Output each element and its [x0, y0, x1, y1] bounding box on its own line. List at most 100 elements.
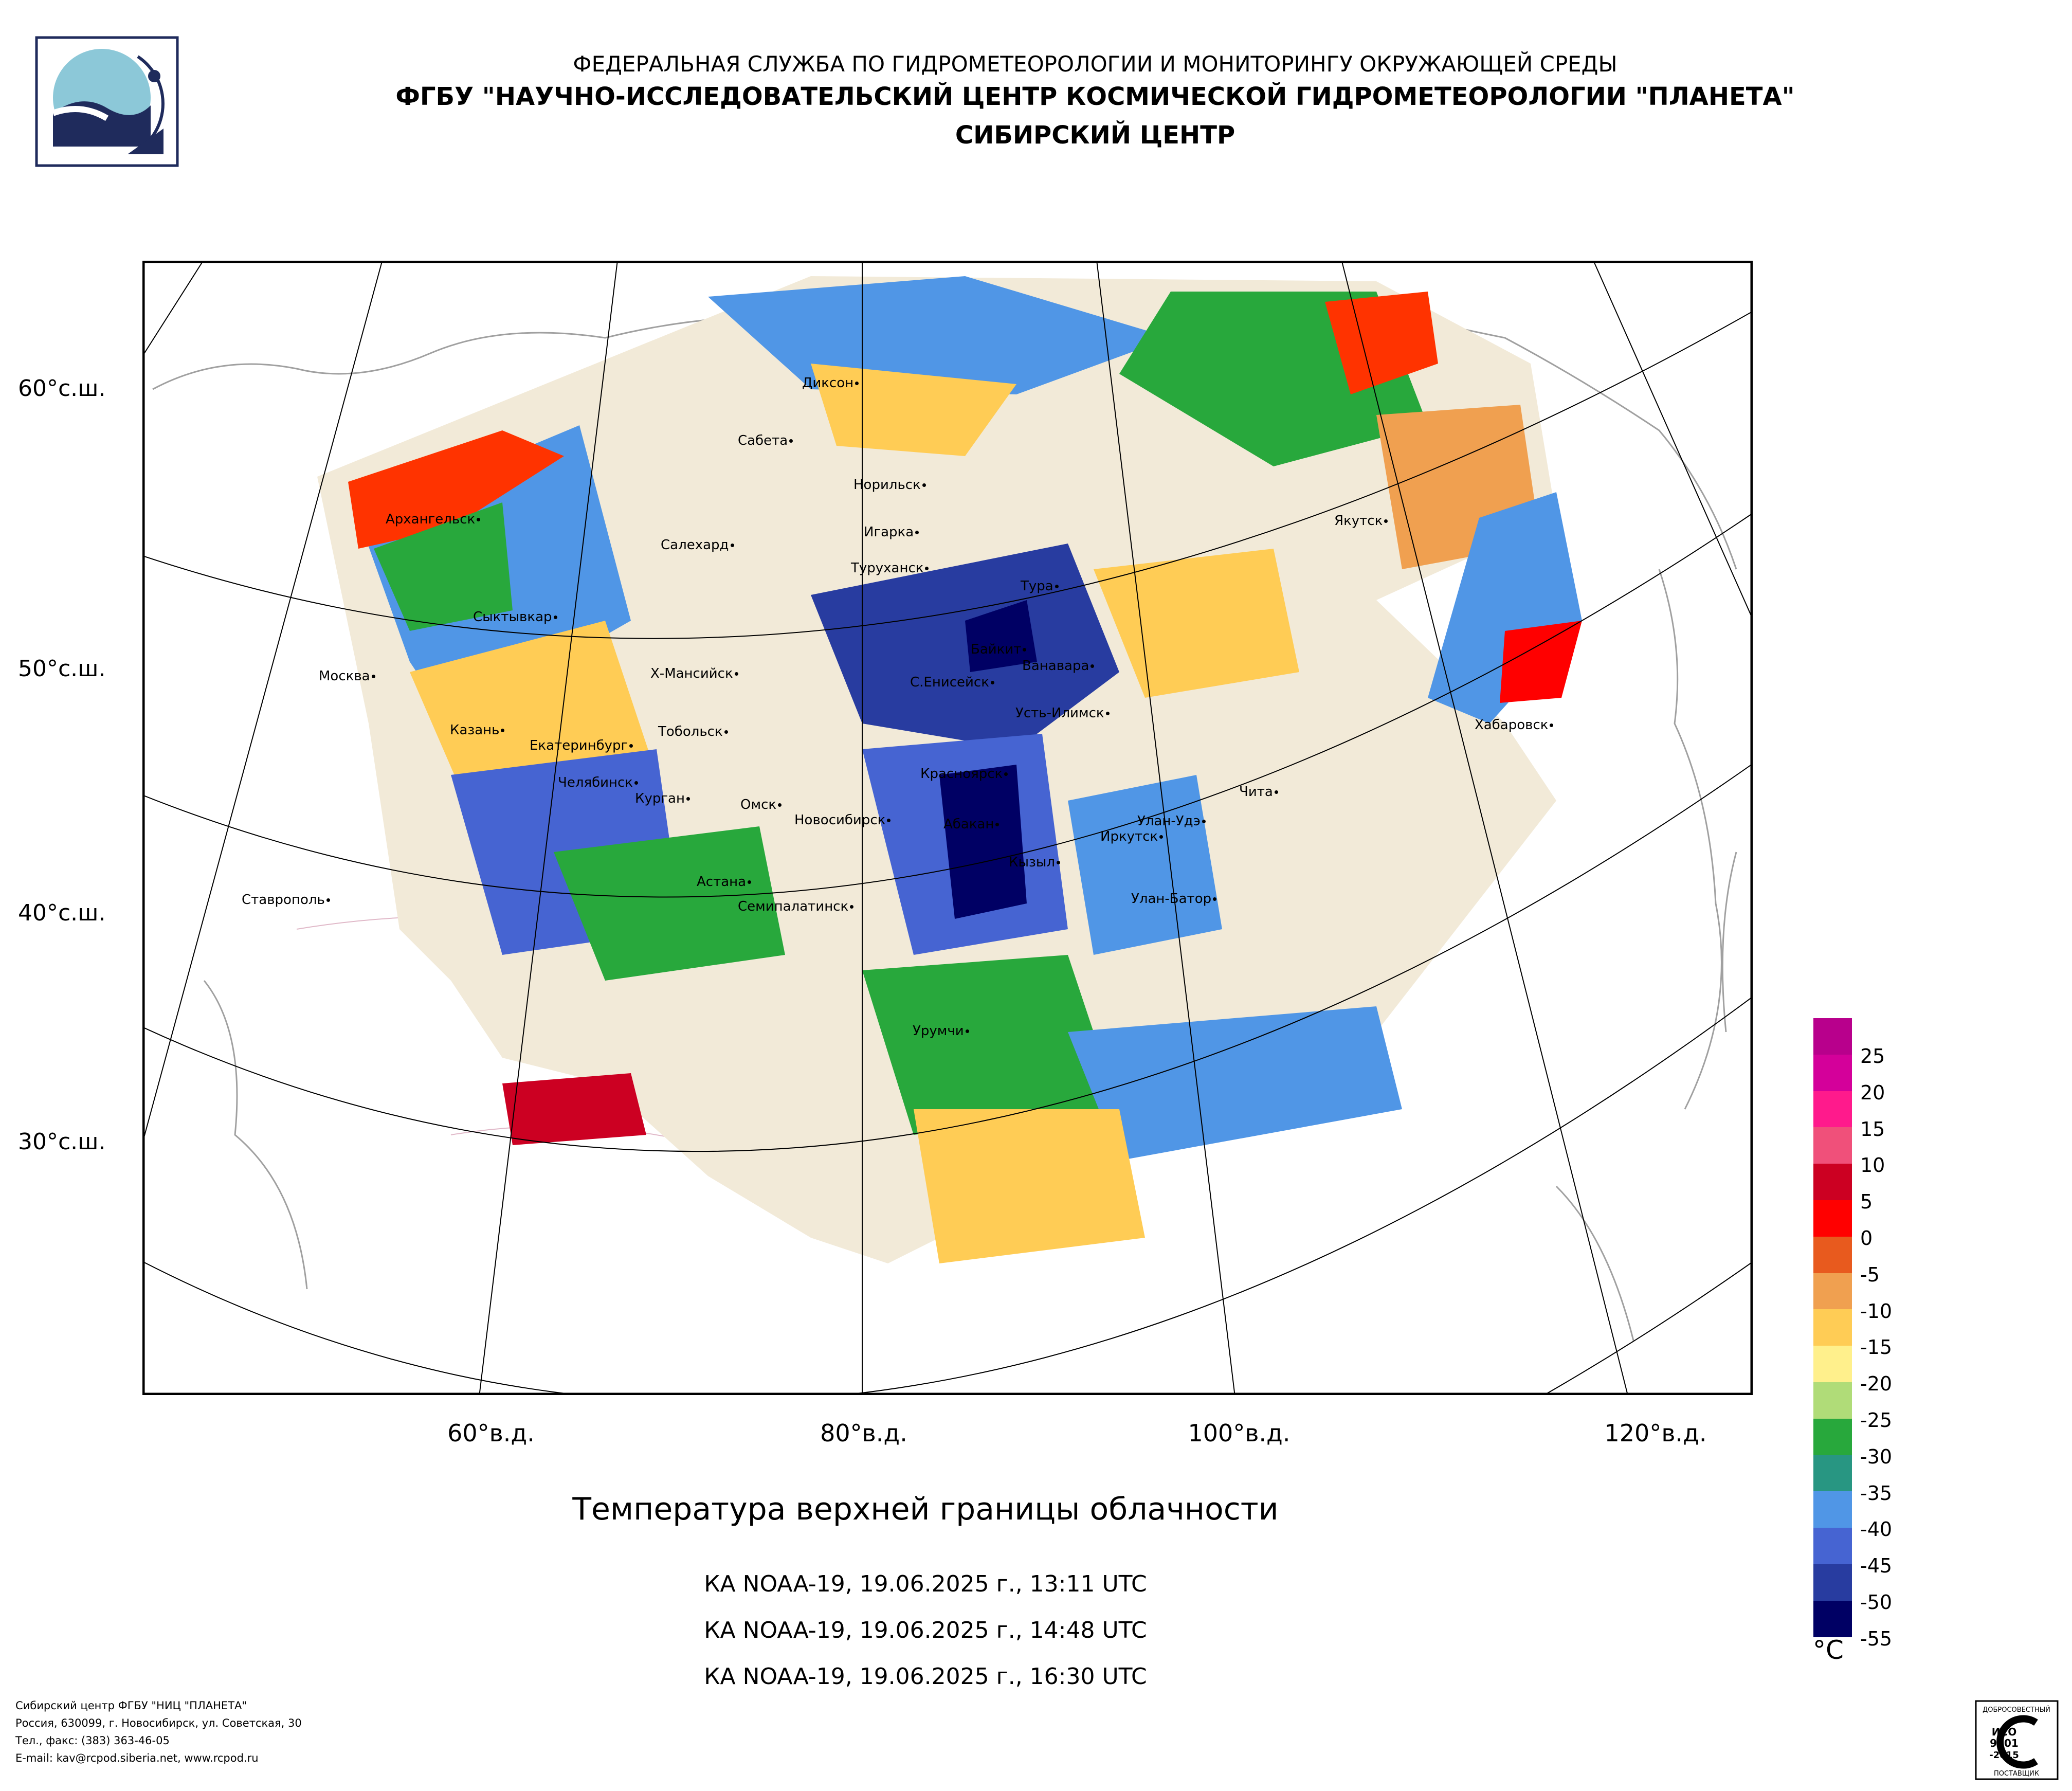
legend-swatch [1813, 1309, 1852, 1346]
legend-tick-label: -45 [1860, 1554, 1893, 1578]
pass-time: КА NOAA-19, 19.06.2025 г., 13:11 UTC [704, 1571, 1147, 1597]
city-label: Омск [740, 797, 782, 812]
legend-swatch [1813, 1491, 1852, 1528]
city-label: Улан-Батор [1131, 891, 1217, 907]
legend-tick-label: -20 [1860, 1372, 1893, 1396]
city-label: Курган [635, 791, 690, 806]
agency-name: ФЕДЕРАЛЬНАЯ СЛУЖБА ПО ГИДРОМЕТЕОРОЛОГИИ … [573, 51, 1617, 77]
legend-swatch [1813, 1600, 1852, 1637]
city-label: Новосибирск [794, 812, 891, 828]
legend-swatch [1813, 1236, 1852, 1273]
graticule [142, 261, 1753, 1395]
city-label: С.Енисейск [910, 675, 994, 690]
cloud-swaths [317, 276, 1582, 1263]
city-label: Казань [450, 722, 505, 738]
iso-label: ИСО [1992, 1726, 2016, 1738]
legend-swatch [1813, 1054, 1852, 1091]
city-label: Ванавара [1022, 658, 1095, 674]
city-label: Норильск [853, 477, 926, 493]
legend-tick-label: -35 [1860, 1481, 1893, 1505]
legend-swatch [1813, 1346, 1852, 1382]
legend-swatch [1813, 1273, 1852, 1310]
legend-swatch [1813, 1528, 1852, 1564]
city-label: Абакан [943, 817, 999, 832]
organization-name: ФГБУ "НАУЧНО-ИССЛЕДОВАТЕЛЬСКИЙ ЦЕНТР КОС… [395, 82, 1795, 111]
legend-tick-label: 10 [1860, 1154, 1885, 1177]
legend-tick-label: -50 [1860, 1591, 1893, 1614]
city-label: Тобольск [658, 724, 728, 739]
city-label: Салехард [661, 537, 734, 553]
iso-top: ДОБРОСОВЕСТНЫЙ [1983, 1706, 2050, 1714]
iso-year: -2015 [1989, 1750, 2019, 1761]
city-label: Екатеринбург [530, 738, 633, 753]
city-label: Семипалатинск [738, 899, 854, 914]
legend-tick-label: -55 [1860, 1627, 1893, 1650]
iso-badge: ДОБРОСОВЕСТНЫЙ ИСО 9001 -2015 ПОСТАВЩИК [1975, 1700, 2059, 1780]
legend-unit: °C [1813, 1635, 1844, 1665]
legend-swatch [1813, 1418, 1852, 1455]
legend-swatch [1813, 1091, 1852, 1128]
lon-label-60: 60°в.д. [447, 1419, 535, 1447]
city-label: Сабета [738, 433, 793, 448]
lat-label-50: 50°с.ш. [18, 656, 106, 682]
legend-swatch [1813, 1455, 1852, 1492]
lon-label-120: 120°в.д. [1604, 1419, 1707, 1447]
city-label: Диксон [802, 375, 859, 391]
center-name: СИБИРСКИЙ ЦЕНТР [955, 121, 1235, 150]
city-label: Х-Мансийск [650, 666, 738, 681]
city-label: Челябинск [558, 775, 639, 790]
city-label: Архангельск [386, 512, 481, 527]
city-label: Астана [697, 874, 752, 890]
footer-line: Тел., факс: (383) 363-46-05 [15, 1734, 170, 1747]
footer-contacts: Сибирский центр ФГБУ "НИЦ "ПЛАНЕТА" Росс… [15, 1697, 302, 1767]
footer-line: E-mail: kav@rcpod.siberia.net, www.rcpod… [15, 1752, 259, 1764]
legend-tick-label: 0 [1860, 1227, 1873, 1250]
legend-swatch [1813, 1564, 1852, 1601]
city-label: Байкит [971, 642, 1027, 657]
lat-label-30: 30°с.ш. [18, 1129, 106, 1155]
legend-swatch [1813, 1200, 1852, 1237]
city-label: Усть-Илимск [1015, 705, 1110, 721]
legend-tick-label: 5 [1860, 1190, 1873, 1214]
lat-label-60: 60°с.ш. [18, 375, 106, 402]
city-label: Улан-Удэ [1137, 813, 1206, 829]
iso-number: 9001 [1990, 1737, 2019, 1749]
footer-line: Сибирский центр ФГБУ "НИЦ "ПЛАНЕТА" [15, 1699, 247, 1712]
city-label: Тура [1021, 578, 1059, 594]
legend-tick-label: 15 [1860, 1117, 1885, 1141]
pass-time: КА NOAA-19, 19.06.2025 г., 16:30 UTC [704, 1663, 1147, 1690]
legend-tick-label: 20 [1860, 1081, 1885, 1104]
lat-label-40: 40°с.ш. [18, 900, 106, 926]
city-label: Ставрополь [242, 892, 330, 908]
legend-tick-label: -30 [1860, 1445, 1893, 1468]
map-title: Температура верхней границы облачности [572, 1491, 1279, 1527]
legend-tick-label: -10 [1860, 1299, 1893, 1323]
lon-label-100: 100°в.д. [1188, 1419, 1291, 1447]
legend-tick-label: -15 [1860, 1336, 1893, 1359]
temperature-legend [1813, 1018, 1852, 1637]
lon-label-80: 80°в.д. [820, 1419, 907, 1447]
legend-tick-label: -5 [1860, 1263, 1880, 1286]
city-label: Красноярск [920, 766, 1008, 782]
legend-swatch [1813, 1164, 1852, 1200]
pass-time: КА NOAA-19, 19.06.2025 г., 14:48 UTC [704, 1617, 1147, 1643]
legend-swatch [1813, 1382, 1852, 1419]
city-label: Иркутск [1100, 829, 1164, 844]
city-label: Туруханск [851, 560, 929, 576]
city-label: Хабаровск [1475, 717, 1554, 733]
planeta-logo [35, 36, 179, 167]
coastlines [152, 296, 1737, 1341]
legend-tick-label: 25 [1860, 1045, 1885, 1068]
legend-tick-label: -40 [1860, 1518, 1893, 1541]
iso-bottom: ПОСТАВЩИК [1994, 1770, 2039, 1778]
legend-tick-label: -25 [1860, 1409, 1893, 1432]
city-label: Сыктывкар [473, 609, 557, 625]
city-label: Чита [1239, 784, 1278, 800]
city-label: Кызыл [1009, 855, 1060, 870]
legend-swatch [1813, 1127, 1852, 1164]
cloud-top-temperature-map [142, 261, 1753, 1395]
city-label: Москва [319, 668, 375, 684]
city-label: Игарка [864, 524, 919, 540]
city-label: Якутск [1334, 513, 1388, 529]
